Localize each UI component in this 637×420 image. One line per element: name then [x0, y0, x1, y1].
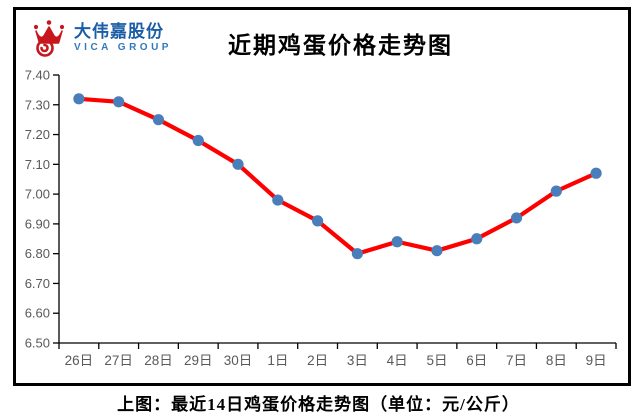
- y-axis-tick-label: 7.40: [25, 68, 50, 83]
- y-axis-tick-label: 6.50: [25, 336, 50, 351]
- x-axis-tick-label: 7日: [506, 353, 527, 368]
- chart-frame: 7.40 7.30 7.20 7.10 7.00 6.90 6.80 6.70 6.60 6.50…: [13, 7, 631, 386]
- price-marker: [391, 236, 403, 248]
- y-axis: 7.40 7.30 7.20 7.10 7.00 6.90 6.80 6.70 6.60 6.50: [25, 68, 59, 351]
- x-axis-tick-label: 28日: [144, 353, 173, 368]
- y-axis-tick-label: 7.10: [25, 157, 50, 172]
- price-marker: [590, 167, 602, 179]
- price-trend-chart: 7.40 7.30 7.20 7.10 7.00 6.90 6.80 6.70 6.60 6.50…: [25, 68, 617, 368]
- price-marker: [471, 233, 483, 245]
- y-axis-tick-label: 6.90: [25, 216, 50, 231]
- chart-caption: 上图：最近14日鸡蛋价格走势图（单位：元/公斤）: [117, 395, 520, 414]
- y-axis-tick-label: 7.20: [25, 127, 50, 142]
- x-axis-tick-label: 2日: [307, 353, 328, 368]
- company-name-en: VICA GROUP: [74, 41, 172, 53]
- x-axis-tick-label: 26日: [65, 353, 94, 368]
- page-title: 近期鸡蛋价格走势图: [228, 33, 453, 58]
- x-axis: 26日 27日 28日 29日 30日 1日 2日 3日 4日 5日 6日 7日 8日 9日: [58, 343, 617, 368]
- company-name-cn: 大伟嘉股份: [74, 21, 164, 41]
- y-axis-tick-label: 6.80: [25, 246, 50, 261]
- price-marker: [510, 212, 523, 224]
- price-line: [76, 96, 599, 256]
- company-name: 大伟嘉股份 VICA GROUP: [74, 21, 172, 53]
- x-axis-tick-label: 3日: [347, 353, 368, 368]
- price-marker: [232, 158, 244, 170]
- price-marker: [113, 96, 125, 108]
- x-axis-tick-label: 8日: [546, 353, 567, 368]
- x-axis-tick-label: 27日: [104, 353, 133, 368]
- y-axis-tick-label: 7.00: [25, 187, 50, 202]
- price-marker: [272, 194, 284, 206]
- price-marker: [312, 215, 324, 227]
- x-axis-tick-label: 1日: [267, 353, 288, 368]
- price-marker: [192, 134, 204, 147]
- price-markers: [73, 93, 602, 260]
- x-axis-tick-label: 29日: [184, 353, 213, 368]
- price-marker: [152, 114, 165, 126]
- x-axis-tick-label: 4日: [387, 353, 408, 368]
- y-axis-tick-label: 6.70: [25, 276, 50, 291]
- crown-icon: [33, 20, 65, 57]
- price-marker: [351, 248, 363, 260]
- x-axis-tick-label: 30日: [224, 353, 253, 368]
- price-marker: [550, 185, 562, 197]
- x-axis-tick-label: 5日: [426, 353, 447, 368]
- company-logo: 大伟嘉股份 VICA GROUP: [30, 18, 172, 58]
- price-marker: [431, 245, 443, 257]
- price-marker: [73, 93, 85, 105]
- x-axis-tick-label: 9日: [586, 353, 607, 368]
- y-axis-tick-label: 7.30: [25, 97, 50, 112]
- y-axis-tick-label: 6.60: [25, 306, 50, 321]
- x-axis-tick-label: 6日: [466, 353, 487, 368]
